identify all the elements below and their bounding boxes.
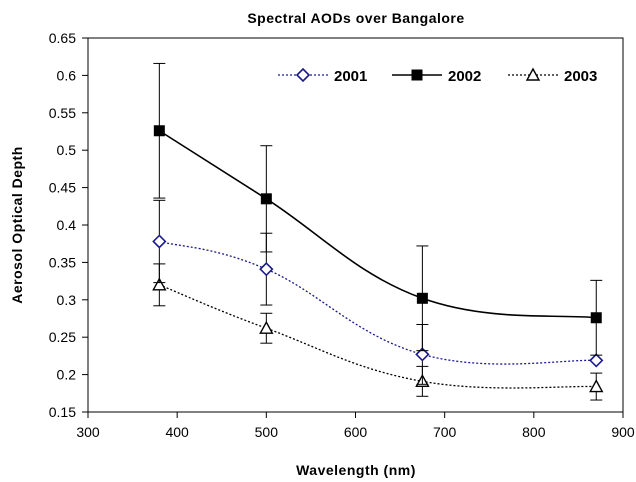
x-tick-label: 300 [76,424,100,440]
x-tick-label: 500 [255,424,279,440]
legend-item-2001: 2001 [278,67,367,85]
legend-label: 2001 [334,68,367,85]
chart-title: Spectral AODs over Bangalore [247,10,464,26]
x-tick-label: 400 [165,424,189,440]
y-axis-label: Aerosol Optical Depth [9,146,25,304]
plot-frame [87,37,624,413]
series-2001 [152,199,604,385]
legend-swatch-marker [295,67,311,83]
x-tick-label: 700 [433,424,457,440]
x-axis: 300 400 500 600 700 800 900 [76,412,635,440]
y-tick-label: 0.4 [57,217,77,233]
series-line-2003 [159,284,597,389]
x-tick-label: 600 [344,424,368,440]
series-2003 [152,263,604,401]
data-point-2002 [416,292,428,304]
legend-swatch-marker [411,69,423,81]
legend: 2001 2002 2003 [278,67,597,85]
x-tick-label: 800 [522,424,546,440]
x-tick-label: 900 [611,424,635,440]
data-point-2003 [259,320,274,334]
y-tick-label: 0.3 [57,292,77,308]
y-tick-label: 0.2 [57,367,77,383]
legend-item-2002: 2002 [392,68,481,85]
y-axis: 0.15 0.2 0.25 0.3 0.35 0.4 0.45 0.5 0.55 0.6 0.65 [49,30,88,420]
data-point-2003 [152,277,167,291]
data-point-2001 [259,262,274,277]
legend-item-2003: 2003 [508,67,597,85]
y-tick-label: 0.55 [49,105,76,121]
legend-label: 2002 [448,68,481,85]
legend-label: 2003 [564,68,597,85]
series-2002 [153,62,603,356]
data-point-2001 [152,234,167,249]
y-tick-label: 0.5 [57,142,77,158]
series-layer [152,62,604,401]
data-point-2002 [260,193,272,205]
data-point-2001 [589,353,604,368]
data-point-2002 [153,125,165,137]
data-point-2001 [415,347,430,362]
x-axis-label: Wavelength (nm) [296,462,416,478]
y-tick-label: 0.25 [49,329,76,345]
y-tick-label: 0.35 [49,254,76,270]
data-point-2003 [589,379,604,393]
data-point-2002 [590,312,602,324]
y-tick-label: 0.15 [49,404,76,420]
legend-swatch-marker [525,67,541,81]
y-tick-label: 0.45 [49,180,76,196]
series-line-2001 [159,240,597,365]
y-tick-label: 0.65 [49,30,76,46]
y-tick-label: 0.6 [57,67,77,83]
series-line-2002 [158,130,597,319]
